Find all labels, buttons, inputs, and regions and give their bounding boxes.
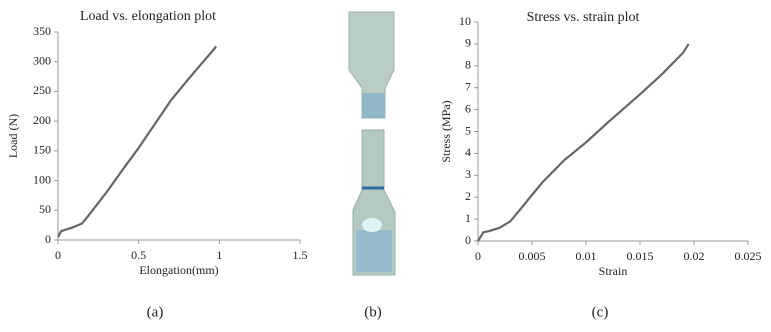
x-tick-label: 0	[55, 248, 61, 262]
caption: (a)	[147, 304, 164, 320]
y-tick-label: 0	[45, 232, 51, 246]
x-tick-label: 0.005	[519, 249, 546, 263]
y-tick-label: 1	[465, 211, 471, 225]
x-tick-label: 0.5	[131, 248, 146, 262]
x-axis-label: Elongation(mm)	[139, 263, 218, 277]
y-tick-label: 50	[39, 202, 51, 216]
data-line	[477, 43, 690, 242]
y-tick-label: 100	[33, 172, 51, 186]
y-tick-label: 0	[465, 233, 471, 247]
y-tick-label: 150	[33, 143, 51, 157]
y-tick-label: 6	[465, 101, 471, 115]
y-tick-label: 8	[465, 58, 471, 72]
y-tick-label: 350	[33, 24, 51, 38]
y-tick-label: 250	[33, 83, 51, 97]
x-tick-label: 0	[475, 249, 481, 263]
y-tick-label: 9	[465, 36, 471, 50]
x-tick-label: 0.025	[735, 249, 762, 263]
x-tick-label: 0.015	[627, 249, 654, 263]
specimen-photo	[348, 11, 396, 276]
y-tick-label: 300	[33, 53, 51, 67]
caption: (c)	[592, 304, 609, 320]
y-tick-label: 5	[465, 123, 471, 137]
x-tick-label: 0.02	[684, 249, 705, 263]
x-axis-label: Strain	[599, 264, 628, 278]
y-tick-label: 3	[465, 167, 471, 181]
x-tick-label: 1.5	[293, 248, 308, 262]
chart-title: Stress vs. strain plot	[527, 10, 640, 25]
y-tick-label: 7	[465, 79, 471, 93]
y-tick-label: 2	[465, 189, 471, 203]
y-tick-label: 10	[459, 14, 471, 28]
y-axis-label: Stress (MPa)	[439, 100, 453, 162]
y-tick-label: 200	[33, 113, 51, 127]
y-tick-label: 4	[465, 145, 471, 159]
data-line	[57, 45, 218, 238]
chart-title: Load vs. elongation plot	[80, 9, 216, 24]
x-tick-label: 1	[216, 248, 222, 262]
y-axis-label: Load (N)	[6, 114, 20, 158]
x-tick-label: 0.01	[576, 249, 597, 263]
caption: (b)	[364, 304, 382, 320]
